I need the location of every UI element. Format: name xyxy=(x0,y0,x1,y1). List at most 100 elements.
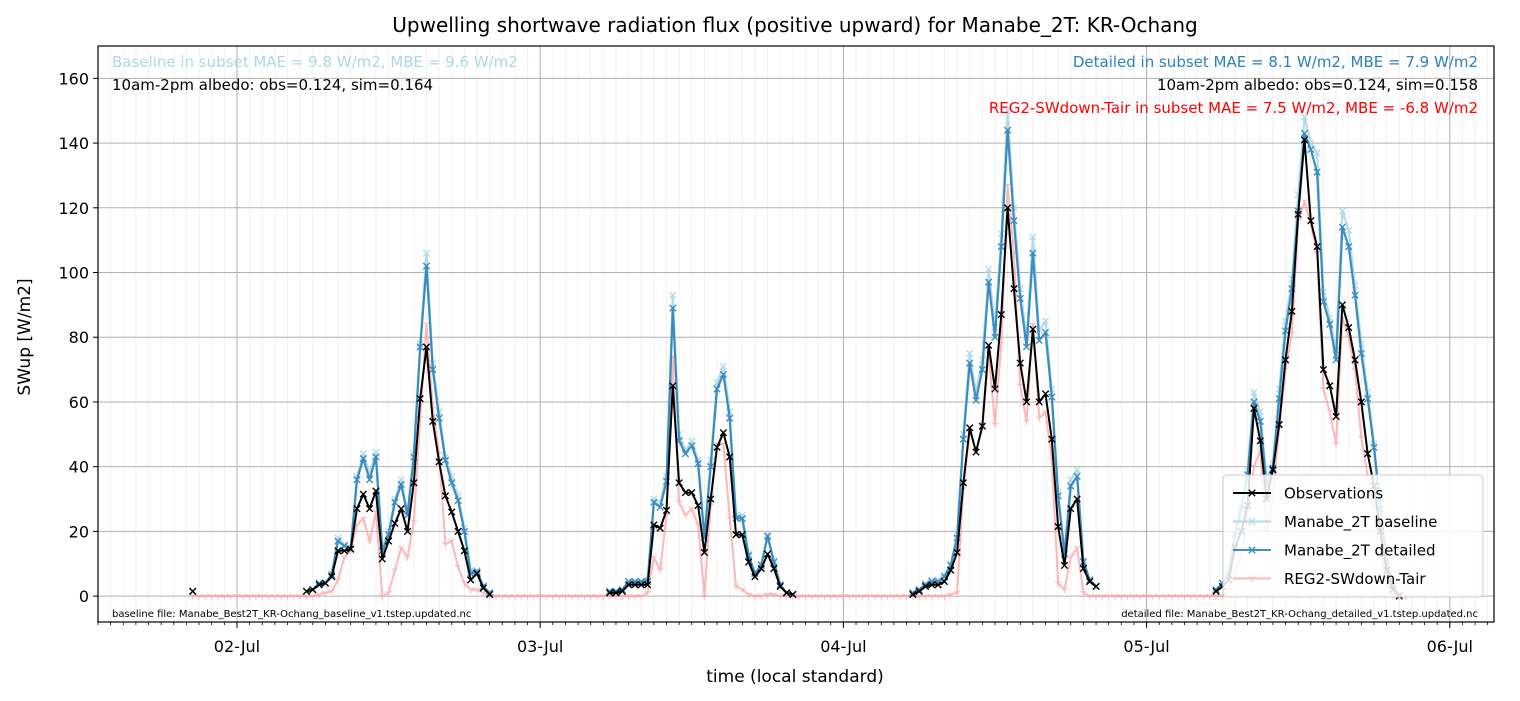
data-point xyxy=(524,593,531,600)
y-tick-label: 60 xyxy=(69,393,89,412)
data-point xyxy=(707,495,715,503)
data-point xyxy=(315,592,323,598)
legend-entry xyxy=(1233,489,1271,497)
data-point xyxy=(1256,437,1264,445)
data-point xyxy=(1079,564,1088,573)
data-point xyxy=(1086,577,1094,586)
data-point xyxy=(770,592,778,598)
data-point xyxy=(1357,349,1366,358)
data-point xyxy=(353,505,361,513)
data-point xyxy=(302,587,311,595)
data-point xyxy=(1003,204,1012,212)
data-point xyxy=(1250,388,1258,396)
data-point xyxy=(505,593,512,600)
series-line xyxy=(912,206,1097,596)
data-point xyxy=(265,593,272,600)
data-point xyxy=(846,593,854,600)
data-point xyxy=(644,590,651,597)
data-point xyxy=(1248,576,1256,582)
chart-title: Upwelling shortwave radiation flux (posi… xyxy=(392,13,1198,37)
data-point xyxy=(984,265,993,273)
data-point xyxy=(1326,320,1334,328)
data-point xyxy=(485,590,494,599)
data-point xyxy=(1351,356,1359,364)
data-point xyxy=(890,593,898,600)
baseline-stats-annotation: Baseline in subset MAE = 9.8 W/m2, MBE =… xyxy=(112,53,518,71)
data-point xyxy=(859,593,866,600)
data-point xyxy=(776,582,784,591)
data-point xyxy=(574,593,582,600)
data-point xyxy=(637,581,645,589)
legend-label: REG2-SWdown-Tair xyxy=(1284,570,1426,588)
data-point xyxy=(359,516,367,522)
data-point xyxy=(1313,242,1321,251)
data-point xyxy=(460,527,469,536)
data-point xyxy=(921,582,930,591)
data-point xyxy=(1275,420,1283,429)
data-point xyxy=(650,495,658,503)
data-point xyxy=(605,589,614,597)
data-point xyxy=(454,496,462,505)
data-point xyxy=(1338,207,1347,215)
data-point xyxy=(258,593,266,600)
y-tick-label: 80 xyxy=(69,328,89,347)
data-point xyxy=(827,593,835,600)
data-point xyxy=(492,593,500,600)
data-point xyxy=(359,454,367,463)
data-point xyxy=(650,498,658,506)
data-point xyxy=(517,593,525,600)
legend-entry xyxy=(1233,576,1271,582)
data-point xyxy=(1003,126,1012,134)
data-point xyxy=(725,414,734,422)
data-point xyxy=(195,593,203,600)
data-point xyxy=(454,564,462,571)
series-reg2-swdown-tair xyxy=(189,182,1409,600)
x-axis-label: time (local standard) xyxy=(706,667,884,687)
data-point xyxy=(959,435,968,443)
data-point xyxy=(372,487,380,495)
data-point xyxy=(637,577,645,586)
data-point xyxy=(378,555,386,563)
data-point xyxy=(1332,412,1340,421)
data-point xyxy=(814,593,822,600)
data-point xyxy=(1105,593,1112,600)
data-point xyxy=(1041,317,1050,325)
x-tick-label: 05-Jul xyxy=(1123,637,1169,656)
data-point xyxy=(1248,489,1256,497)
data-point xyxy=(1351,291,1359,299)
data-point xyxy=(624,577,633,586)
data-point xyxy=(877,593,885,600)
data-point xyxy=(795,593,803,600)
data-point xyxy=(422,249,431,257)
data-point xyxy=(1099,593,1106,600)
data-point xyxy=(1338,223,1347,231)
plot-frame xyxy=(97,45,1495,623)
data-point xyxy=(808,593,816,600)
data-point xyxy=(763,530,772,539)
data-point xyxy=(656,503,664,511)
data-point xyxy=(555,593,563,600)
data-point xyxy=(1143,593,1150,600)
legend: Observations Manabe_2T baseline Manabe_2T … xyxy=(1222,474,1484,598)
data-point xyxy=(903,593,910,600)
data-point xyxy=(328,573,336,581)
data-point xyxy=(581,593,588,600)
data-point xyxy=(984,341,993,350)
data-point xyxy=(978,365,987,374)
data-point xyxy=(1332,441,1340,448)
data-point xyxy=(776,593,784,600)
data-point xyxy=(1307,217,1315,225)
data-point xyxy=(852,593,860,600)
data-point xyxy=(1206,593,1214,600)
data-point xyxy=(701,593,708,600)
data-point xyxy=(1256,417,1264,426)
data-point xyxy=(448,479,456,487)
series-line xyxy=(306,345,491,596)
data-point xyxy=(346,545,355,553)
data-point xyxy=(624,581,633,589)
data-point xyxy=(322,590,329,597)
data-point xyxy=(309,593,317,600)
data-point xyxy=(429,417,437,426)
data-point xyxy=(959,479,968,487)
data-point xyxy=(688,506,696,513)
